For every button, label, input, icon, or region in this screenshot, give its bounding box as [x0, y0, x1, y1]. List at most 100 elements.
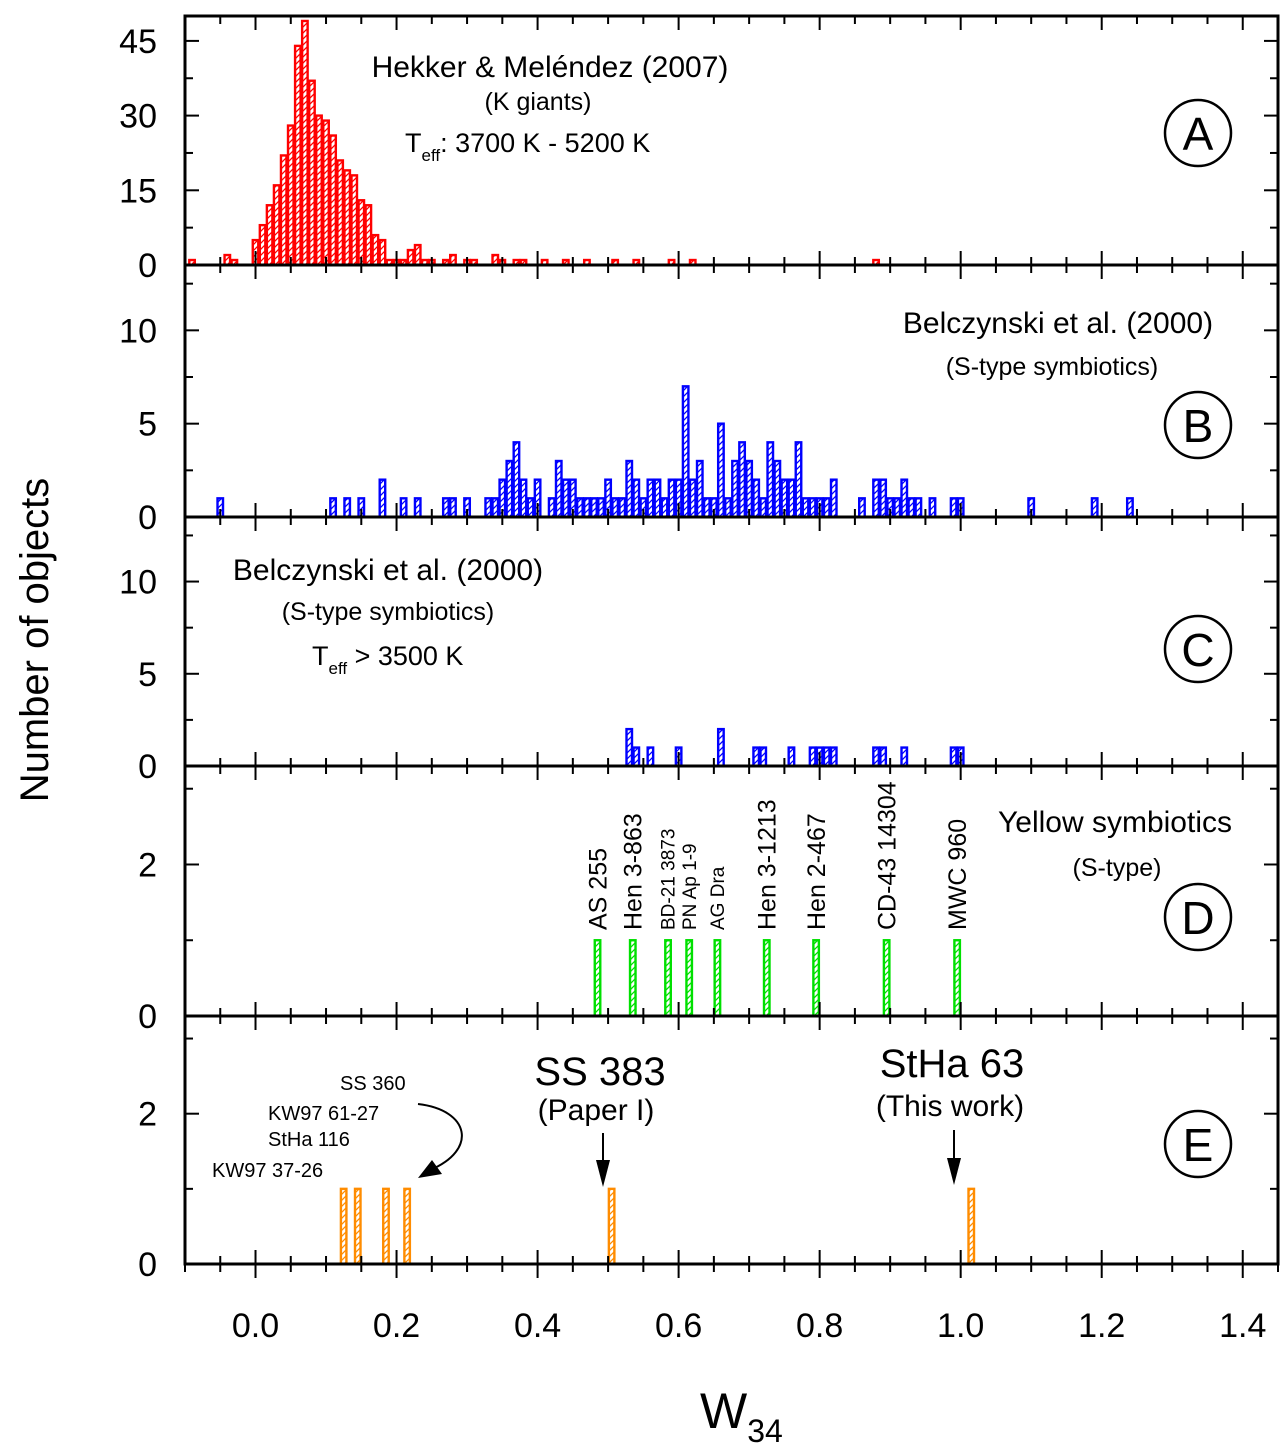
- xtick-label-1.4: 1.4: [1219, 1307, 1266, 1345]
- panel-badge-letter-c: C: [1181, 624, 1214, 676]
- bar-panel-e-3: [403, 1187, 412, 1266]
- object-label-0: AS 255: [584, 848, 612, 930]
- panel-frame-d: [183, 764, 1280, 1018]
- ytick-label-b-10: 10: [119, 312, 157, 350]
- bar-panel-a-16: [343, 169, 352, 267]
- panel-a-teff-sub: eff: [422, 146, 441, 165]
- xtick-label-0.4: 0.4: [514, 1307, 561, 1345]
- object-label-7: CD-43 14304: [873, 781, 901, 930]
- object-label-5: Hen 3-1213: [754, 799, 782, 930]
- bar-panel-c-14: [900, 746, 909, 768]
- ytick-label-c-0: 0: [138, 748, 157, 786]
- bar-panel-b-71: [1090, 497, 1099, 519]
- xtick-label-0.6: 0.6: [655, 1307, 702, 1345]
- bar-panel-b-5: [399, 497, 408, 519]
- curved-arrow-head-icon: [418, 1160, 442, 1178]
- bar-panel-b-48: [759, 497, 768, 519]
- bar-panel-a-9: [293, 44, 302, 267]
- bar-panel-b-14: [512, 441, 521, 519]
- label-stha-116: StHa 116: [268, 1129, 350, 1151]
- panel-d-title: Yellow symbiotics: [998, 806, 1232, 839]
- bar-panel-b-53: [794, 441, 803, 519]
- bar-panel-a-26: [413, 243, 422, 267]
- bar-panel-c-4: [716, 727, 725, 768]
- bar-panel-b-19: [554, 459, 563, 519]
- bar-panel-b-65: [907, 497, 916, 519]
- ytick-label-d-2: 2: [138, 846, 157, 884]
- xtick-label-0.2: 0.2: [373, 1307, 420, 1345]
- object-label-8: MWC 960: [944, 819, 972, 930]
- panel-c-subtitle: (S-type symbiotics): [282, 598, 495, 626]
- bar-panel-c-13: [879, 746, 888, 768]
- panel-a-teff-range: : 3700 K - 5200 K: [440, 128, 650, 158]
- bar-panel-d-4: [713, 939, 722, 1018]
- label-ss-383: SS 383: [534, 1050, 665, 1094]
- bar-panel-b-22: [575, 497, 584, 519]
- bar-panel-c-12: [872, 746, 881, 768]
- bar-panel-b-2: [343, 497, 352, 519]
- bar-panel-b-58: [829, 478, 838, 519]
- bar-panel-a-14: [329, 134, 338, 267]
- axes-layer: [183, 14, 1280, 1278]
- bar-panel-b-59: [858, 497, 866, 519]
- bar-panel-a-25: [406, 248, 415, 267]
- xtick-label-1.2: 1.2: [1078, 1307, 1125, 1345]
- bar-panel-a-17: [350, 174, 359, 267]
- bar-panel-b-13: [505, 459, 514, 519]
- ytick-label-a-15: 15: [119, 172, 157, 210]
- panel-badge-d: [1163, 882, 1233, 952]
- bar-panel-b-49: [766, 441, 775, 519]
- bar-panel-b-52: [787, 478, 796, 519]
- bar-panel-d-8: [953, 939, 962, 1018]
- ytick-label-c-10: 10: [119, 564, 157, 602]
- bar-panel-e-4: [607, 1187, 616, 1266]
- panel-badge-letter-e: E: [1183, 1119, 1214, 1171]
- bar-panel-c-10: [822, 746, 831, 768]
- bar-panel-b-45: [738, 441, 747, 519]
- bar-panel-d-1: [628, 939, 637, 1018]
- ytick-label-a-45: 45: [119, 23, 157, 61]
- bar-panel-c-8: [808, 746, 817, 768]
- bar-panel-b-28: [618, 497, 627, 519]
- bar-panel-c-6: [759, 746, 768, 768]
- bar-panel-b-64: [900, 478, 909, 519]
- bar-panel-b-20: [561, 478, 570, 519]
- object-label-3: PN Ap 1-9: [680, 843, 701, 930]
- panel-badge-letter-b: B: [1183, 400, 1214, 452]
- bar-panel-b-61: [879, 478, 888, 519]
- bar-panel-b-23: [582, 497, 591, 519]
- arrow-ss-383-head-icon: [596, 1160, 610, 1187]
- bar-panel-c-7: [787, 746, 796, 768]
- x-axis-label: W34: [700, 1383, 783, 1445]
- bar-panel-b-66: [914, 497, 923, 519]
- panel-d-subtitle: (S-type): [1073, 854, 1162, 882]
- bar-panel-b-39: [695, 459, 704, 519]
- object-label-6: Hen 2-467: [803, 813, 831, 930]
- bar-panel-a-19: [364, 204, 373, 267]
- xtick-label-0.0: 0.0: [232, 1307, 279, 1345]
- panel-badge-letter-d: D: [1181, 892, 1214, 944]
- panel-c-teff-t: T: [312, 641, 329, 671]
- bar-panel-a-4: [258, 223, 267, 267]
- label-this-work: (This work): [876, 1090, 1024, 1123]
- bar-panel-d-5: [762, 939, 771, 1018]
- ytick-label-e-0: 0: [138, 1246, 157, 1284]
- ytick-label-b-5: 5: [138, 406, 157, 444]
- bar-panel-d-0: [593, 939, 602, 1018]
- panel-a-subtitle: (K giants): [485, 88, 592, 116]
- bar-panel-b-50: [773, 459, 782, 519]
- label-paper-1: (Paper I): [538, 1094, 655, 1127]
- bar-panel-b-8: [449, 497, 457, 519]
- bar-panel-b-4: [378, 478, 387, 519]
- bar-panel-b-44: [731, 459, 739, 519]
- bar-panel-b-15: [519, 478, 528, 519]
- x-axis-label-main: W: [700, 1383, 748, 1439]
- bar-panel-b-47: [752, 478, 761, 519]
- bar-panel-a-8: [286, 124, 295, 267]
- label-stha-63: StHa 63: [880, 1042, 1025, 1086]
- ytick-label-d-0: 0: [138, 998, 157, 1036]
- bar-panel-c-2: [646, 746, 655, 768]
- xtick-label-0.8: 0.8: [796, 1307, 843, 1345]
- panel-badge-a: [1163, 98, 1233, 168]
- bar-panel-c-11: [829, 746, 838, 768]
